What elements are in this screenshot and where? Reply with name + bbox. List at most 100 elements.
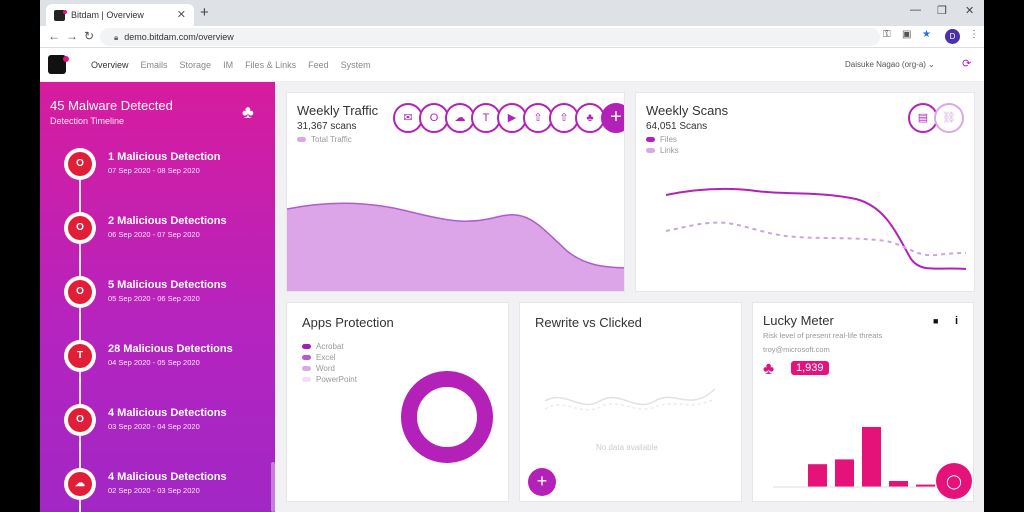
window-close-icon[interactable]: ✕	[965, 5, 975, 17]
teams-icon: T	[68, 344, 92, 368]
outlook-icon: O	[68, 280, 92, 304]
nav-files-links[interactable]: Files & Links	[245, 60, 297, 70]
legend-item: Total Traffic	[297, 134, 352, 145]
traffic-area-chart	[287, 202, 624, 291]
tab-title: Bitdam | Overview	[71, 10, 144, 20]
lucky-score-badge: 1,939	[791, 361, 829, 375]
timeline-node: T	[64, 340, 96, 372]
malware-detected-title: 45 Malware Detected	[50, 98, 173, 113]
restore-icon[interactable]: ❐	[937, 5, 947, 17]
weekly-traffic-card: Weekly Traffic 31,367 scans Total Traffi…	[286, 92, 625, 292]
timeline-node: O	[64, 148, 96, 180]
new-tab-button[interactable]: +	[200, 4, 209, 21]
lucky-bar	[889, 481, 908, 487]
lucky-meter-card: Lucky Meter ■ i Risk level of present re…	[752, 302, 974, 502]
nav-storage[interactable]: Storage	[179, 60, 212, 70]
legend-swatch	[302, 344, 311, 349]
back-arrow-icon[interactable]: ←	[48, 29, 60, 43]
link-icon[interactable]: ⛓	[934, 103, 964, 133]
scrollbar[interactable]	[271, 462, 275, 512]
user-menu[interactable]: Daisuke Nagao (org-a) ⌄	[845, 60, 935, 69]
scans-legend: Files Links	[646, 134, 679, 156]
scan-type-icons: ▤ ⛓	[908, 103, 964, 133]
bitdam-logo[interactable]	[48, 55, 69, 74]
files-line	[665, 187, 967, 270]
nav-overview[interactable]: Overview	[91, 60, 129, 70]
apps-legend: Acrobat Excel Word PowerPoint	[302, 341, 357, 385]
cloud-upload-icon[interactable]: ⇧	[523, 103, 553, 133]
nav-feed[interactable]: Feed	[308, 60, 329, 70]
minimize-icon[interactable]: —	[910, 4, 921, 16]
key-icon[interactable]: ⚿	[883, 29, 891, 40]
timeline-item[interactable]: O 2 Malicious Detections 06 Sep 2020 - 07 …	[64, 212, 269, 252]
nav-system[interactable]: System	[340, 60, 371, 70]
timeline-item[interactable]: O 5 Malicious Detections 05 Sep 2020 - 06 …	[64, 276, 269, 316]
tab-close-icon[interactable]: ✕	[176, 9, 186, 21]
legend-swatch	[646, 148, 655, 153]
translate-icon[interactable]: ▣	[902, 29, 912, 40]
user-name: Daisuke Nagao (org-a)	[845, 60, 926, 69]
nav-emails[interactable]: Emails	[140, 60, 168, 70]
email-icon[interactable]: ✉	[393, 103, 423, 133]
app-nav: Overview Emails Storage IM Files & Links Feed…	[40, 48, 984, 82]
traffic-legend: Total Traffic	[297, 134, 352, 145]
lock-icon: 🔒︎	[114, 33, 119, 42]
card-title: Weekly Scans	[646, 103, 729, 118]
outlook-icon: O	[68, 216, 92, 240]
traffic-line	[287, 202, 624, 269]
bookmark-star-icon[interactable]: ★	[922, 29, 931, 40]
lucky-bar-chart	[773, 427, 963, 488]
outlook-icon: O	[68, 152, 92, 176]
no-data-text: No data available	[596, 443, 658, 452]
clover-icon: ♣	[242, 102, 254, 122]
legend-swatch	[646, 137, 655, 142]
reload-icon[interactable]: ↻	[84, 29, 95, 43]
detection-dates: 03 Sep 2020 - 04 Sep 2020	[108, 422, 200, 431]
timeline-item[interactable]: O 1 Malicious Detection 07 Sep 2020 - 08 S…	[64, 148, 269, 188]
legend-label: Total Traffic	[311, 135, 352, 144]
legend-item: Files	[646, 134, 679, 145]
stop-icon[interactable]: ■	[933, 316, 939, 326]
detection-dates: 07 Sep 2020 - 08 Sep 2020	[108, 166, 200, 175]
info-icon[interactable]: i	[955, 315, 959, 327]
plus-icon[interactable]: +	[601, 103, 624, 133]
nav-im[interactable]: IM	[223, 60, 234, 70]
weekly-scans-card: Weekly Scans 64,051 Scans Files Links ▤ ⛓	[635, 92, 975, 292]
card-title: Weekly Traffic	[297, 103, 379, 118]
traffic-value: 31,367 scans	[297, 121, 357, 132]
detection-count: 4 Malicious Detections	[108, 407, 227, 419]
legend-item: Word	[302, 363, 357, 374]
scans-value: 64,051 Scans	[646, 121, 708, 132]
forward-arrow-icon[interactable]: →	[66, 29, 78, 43]
card-title: Apps Protection	[302, 315, 394, 330]
detection-count: 4 Malicious Detections	[108, 471, 227, 483]
detection-dates: 02 Sep 2020 - 03 Sep 2020	[108, 486, 200, 495]
apps-protection-card: Apps Protection Acrobat Excel Word PowerPoi…	[286, 302, 509, 502]
lucky-bar	[916, 484, 935, 487]
legend-label: Excel	[316, 353, 336, 362]
browser-window: Bitdam | Overview ✕ + — ❐ ✕ ← → ↻ 🔒︎ demo…	[40, 0, 984, 512]
more-menu-icon[interactable]: ⋮	[969, 29, 979, 40]
timeline-item[interactable]: ☁ 4 Malicious Detections 02 Sep 2020 - 03 …	[64, 468, 269, 508]
refresh-icon[interactable]: ⟳	[962, 58, 972, 70]
browser-tab[interactable]: Bitdam | Overview ✕	[46, 4, 194, 26]
timeline-item[interactable]: O 4 Malicious Detections 03 Sep 2020 - 04 …	[64, 404, 269, 444]
lucky-meter-email: troy@microsoft.com	[763, 345, 830, 354]
teams-icon[interactable]: T	[471, 103, 501, 133]
detection-count: 2 Malicious Detections	[108, 215, 227, 227]
url-field[interactable]: 🔒︎ demo.bitdam.com/overview	[100, 28, 880, 46]
donut-ring	[401, 371, 493, 463]
legend-item: PowerPoint	[302, 374, 357, 385]
profile-avatar[interactable]: D	[945, 29, 960, 44]
add-button[interactable]: +	[528, 468, 556, 496]
scans-line-chart	[665, 187, 967, 270]
cloud-upload-icon[interactable]: ⇧	[549, 103, 579, 133]
timeline-node: ☁	[64, 468, 96, 500]
lucky-bar	[835, 459, 854, 487]
detection-count: 5 Malicious Detections	[108, 279, 227, 291]
chat-launcher-icon[interactable]: ◯	[936, 463, 972, 499]
timeline-item[interactable]: T 28 Malicious Detections 04 Sep 2020 - 05…	[64, 340, 269, 380]
address-bar-row: ← → ↻ 🔒︎ demo.bitdam.com/overview ⚿ ▣ ★ D…	[40, 26, 984, 48]
video-icon[interactable]: ▶	[497, 103, 527, 133]
bitdam-favicon-icon	[54, 9, 67, 21]
